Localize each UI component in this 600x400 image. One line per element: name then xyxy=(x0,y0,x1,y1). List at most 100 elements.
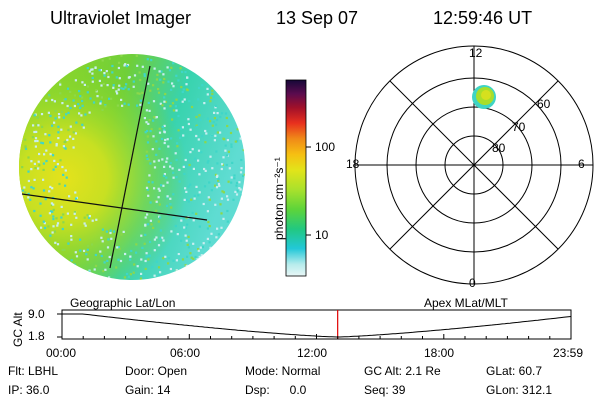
disk-speckle xyxy=(64,184,67,187)
disk-speckle xyxy=(145,154,148,157)
disk-speckle xyxy=(106,73,110,76)
polar-plot xyxy=(354,45,594,285)
disk-speckle xyxy=(157,91,161,94)
disk-speckle xyxy=(31,136,34,139)
disk-speckle xyxy=(153,116,156,119)
disk-speckle xyxy=(42,189,46,192)
disk-speckle xyxy=(121,104,124,107)
disk-speckle xyxy=(47,95,50,98)
disk-speckle xyxy=(187,235,190,238)
disk-speckle xyxy=(197,98,200,101)
disk-speckle xyxy=(69,135,72,138)
disk-speckle xyxy=(213,139,216,142)
info-ip: IP: 36.0 xyxy=(8,383,50,397)
disk-speckle xyxy=(88,216,91,219)
timeline-y-tick-top: 9.0 xyxy=(28,307,45,321)
disk-speckle xyxy=(162,239,165,242)
disk-speckle xyxy=(34,145,37,148)
disk-speckle xyxy=(152,119,155,122)
disk-speckle xyxy=(176,145,179,148)
disk-speckle xyxy=(174,105,177,108)
disk-speckle xyxy=(52,154,55,157)
disk-speckle xyxy=(156,73,159,76)
disk-speckle xyxy=(64,169,67,172)
disk-speckle xyxy=(185,165,188,168)
disk-speckle xyxy=(158,189,161,192)
disk-speckle xyxy=(66,104,69,108)
disk-speckle xyxy=(52,215,55,218)
disk-speckle xyxy=(115,76,118,79)
disk-speckle xyxy=(171,82,174,85)
disk-speckle xyxy=(94,264,98,267)
disk-speckle xyxy=(106,246,110,249)
disk-speckle xyxy=(24,138,27,141)
disk-speckle xyxy=(215,123,218,126)
disk-speckle xyxy=(34,140,37,143)
disk-speckle xyxy=(203,167,206,171)
disk-speckle xyxy=(140,234,143,237)
disk-speckle xyxy=(60,110,64,113)
disk-speckle xyxy=(198,255,201,258)
disk-speckle xyxy=(197,138,200,141)
disk-speckle xyxy=(214,203,217,206)
disk-speckle xyxy=(205,132,208,135)
disk-speckle xyxy=(236,140,239,143)
disk-speckle xyxy=(197,149,201,152)
disk-speckle xyxy=(62,116,65,119)
disk-speckle xyxy=(56,163,59,166)
disk-speckle xyxy=(145,252,148,255)
disk-speckle xyxy=(45,149,48,152)
disk-speckle xyxy=(238,181,241,184)
disk-speckle xyxy=(170,88,173,91)
disk-speckle xyxy=(54,117,57,120)
disk-speckle xyxy=(200,254,203,257)
disk-speckle xyxy=(34,137,38,140)
disk-speckle xyxy=(185,264,188,267)
disk-speckle xyxy=(162,174,166,177)
disk-speckle xyxy=(170,230,173,233)
disk-speckle xyxy=(216,131,219,134)
disk-speckle xyxy=(64,147,67,150)
disk-speckle xyxy=(179,136,182,139)
disk-speckle xyxy=(206,93,209,96)
disk-speckle xyxy=(35,123,38,126)
disk-speckle xyxy=(53,159,56,162)
disk-speckle xyxy=(52,225,55,228)
disk-speckle xyxy=(177,129,180,132)
disk-speckle xyxy=(186,255,189,258)
disk-speckle xyxy=(158,203,161,206)
disk-speckle xyxy=(100,236,103,239)
meridian-line xyxy=(109,65,151,269)
disk-speckle xyxy=(144,224,147,227)
disk-speckle xyxy=(146,141,150,144)
disk-speckle xyxy=(183,98,186,101)
disk-speckle xyxy=(40,113,44,116)
disk-speckle xyxy=(101,240,104,243)
disk-speckle xyxy=(172,216,175,220)
disk-speckle xyxy=(146,157,149,161)
disk-speckle xyxy=(44,133,47,136)
disk-speckle xyxy=(148,119,151,122)
disk-speckle xyxy=(187,185,190,188)
disk-speckle xyxy=(88,270,91,273)
disk-speckle xyxy=(62,145,65,148)
disk-speckle xyxy=(161,236,164,239)
disk-speckle xyxy=(189,183,192,186)
disk-speckle xyxy=(94,253,97,257)
disk-speckle xyxy=(215,118,219,122)
disk-speckle xyxy=(226,198,230,201)
disk-speckle xyxy=(149,130,152,133)
disk-speckle xyxy=(213,117,216,120)
disk-speckle xyxy=(62,173,65,176)
disk-speckle xyxy=(164,92,167,96)
disk-speckle xyxy=(59,81,62,84)
disk-speckle xyxy=(177,253,180,256)
disk-speckle xyxy=(48,190,51,193)
disk-speckle xyxy=(115,90,118,93)
disk-speckle xyxy=(143,74,146,78)
disk-speckle xyxy=(208,225,211,228)
disk-speckle xyxy=(155,116,158,119)
disk-speckle xyxy=(197,249,200,252)
disk-speckle xyxy=(73,94,76,97)
disk-speckle xyxy=(152,226,155,229)
